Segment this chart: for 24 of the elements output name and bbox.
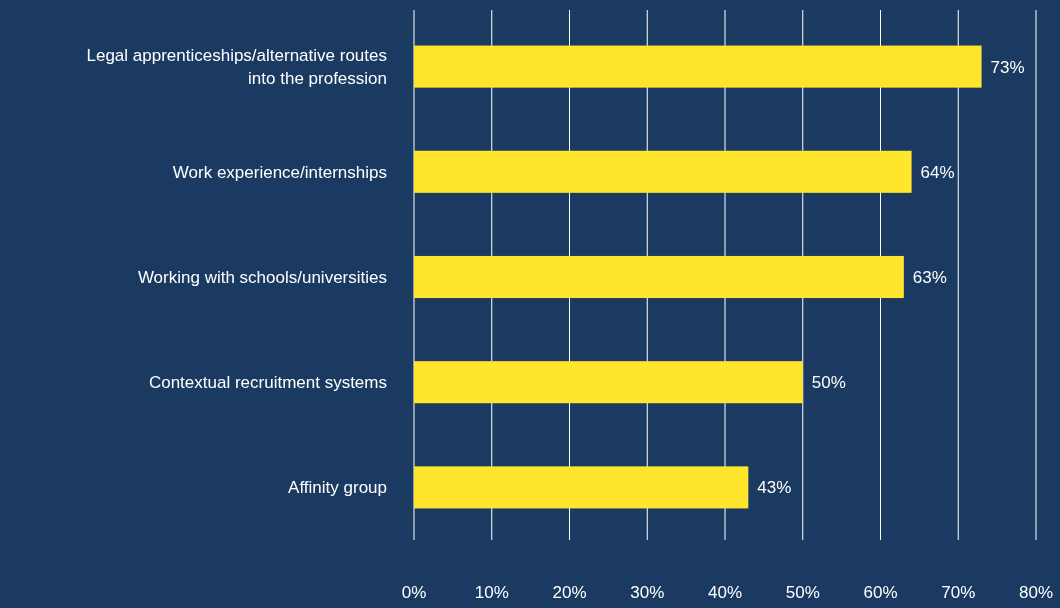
- data-label: 50%: [811, 373, 846, 393]
- x-tick-label: 20%: [552, 583, 587, 602]
- y-tick-label: Working with schools/universities: [137, 267, 387, 287]
- x-tick-label: 80%: [1018, 583, 1054, 602]
- bar: [414, 361, 803, 404]
- y-tick-label: Work experience/internships: [172, 162, 387, 182]
- data-label: 63%: [912, 267, 947, 287]
- bar: [414, 466, 749, 509]
- x-tick-label: 40%: [707, 583, 743, 602]
- data-label: 43%: [757, 478, 792, 498]
- bar: [414, 45, 982, 88]
- x-tick-label: 60%: [863, 583, 898, 602]
- x-tick-label: 30%: [630, 583, 665, 602]
- x-tick-label: 10%: [474, 583, 509, 602]
- y-tick-label: Contextual recruitment systems: [148, 373, 387, 393]
- bar: [414, 150, 912, 193]
- x-tick-label: 70%: [941, 583, 976, 602]
- data-label: 64%: [920, 162, 955, 182]
- y-tick-label: Legal apprenticeships/alternative routes into the profession: [86, 46, 387, 89]
- data-label: 73%: [990, 57, 1025, 77]
- y-tick-label: Affinity group: [288, 478, 387, 498]
- x-tick-label: 50%: [785, 583, 820, 602]
- bar: [414, 255, 904, 299]
- x-tick-label: 0%: [401, 583, 427, 602]
